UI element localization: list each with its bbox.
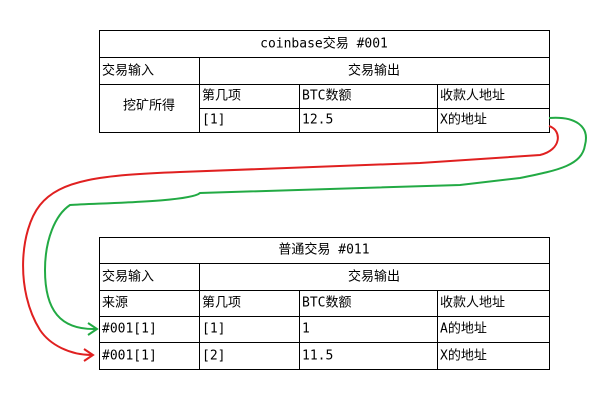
cell: #001[1] <box>102 322 157 337</box>
table-title: 普通交易 #011 <box>278 242 369 258</box>
cell: A的地址 <box>440 321 487 337</box>
cell: 12.5 <box>302 113 333 128</box>
column-header: 第几项 <box>202 296 241 311</box>
cell: X的地址 <box>440 112 487 128</box>
column-header: BTC数额 <box>302 89 351 104</box>
red-arrow <box>22 125 559 356</box>
output-header: 交易输出 <box>348 63 400 79</box>
table-border <box>99 237 550 370</box>
input-header: 交易输入 <box>102 269 154 285</box>
cell: [1] <box>202 322 225 337</box>
cell: 1 <box>302 322 310 337</box>
column-header: 第几项 <box>202 89 241 104</box>
output-header: 交易输出 <box>348 269 400 285</box>
cell: [2] <box>202 349 225 364</box>
green-arrowhead <box>87 322 99 336</box>
column-header: 收款人地址 <box>440 89 505 104</box>
cell: X的地址 <box>440 348 487 364</box>
cell: [1] <box>202 113 225 128</box>
cell: #001[1] <box>102 349 157 364</box>
table-border <box>99 30 550 133</box>
column-header: 收款人地址 <box>440 296 505 311</box>
column-header: BTC数额 <box>302 296 351 311</box>
red-arrowhead <box>83 348 95 362</box>
column-header: 来源 <box>102 296 128 311</box>
input-header: 交易输入 <box>102 63 154 79</box>
table-title: coinbase交易 #001 <box>260 36 388 52</box>
input-value: 挖矿所得 <box>123 98 175 114</box>
cell: 11.5 <box>302 349 333 364</box>
green-arrow <box>43 116 587 331</box>
table-normal: 普通交易 #011 交易输入 交易输出 来源 第几项 BTC数额 收款人地址 #… <box>99 237 550 370</box>
table-coinbase: coinbase交易 #001 交易输入 交易输出 挖矿所得 第几项 BTC数额… <box>99 30 550 133</box>
